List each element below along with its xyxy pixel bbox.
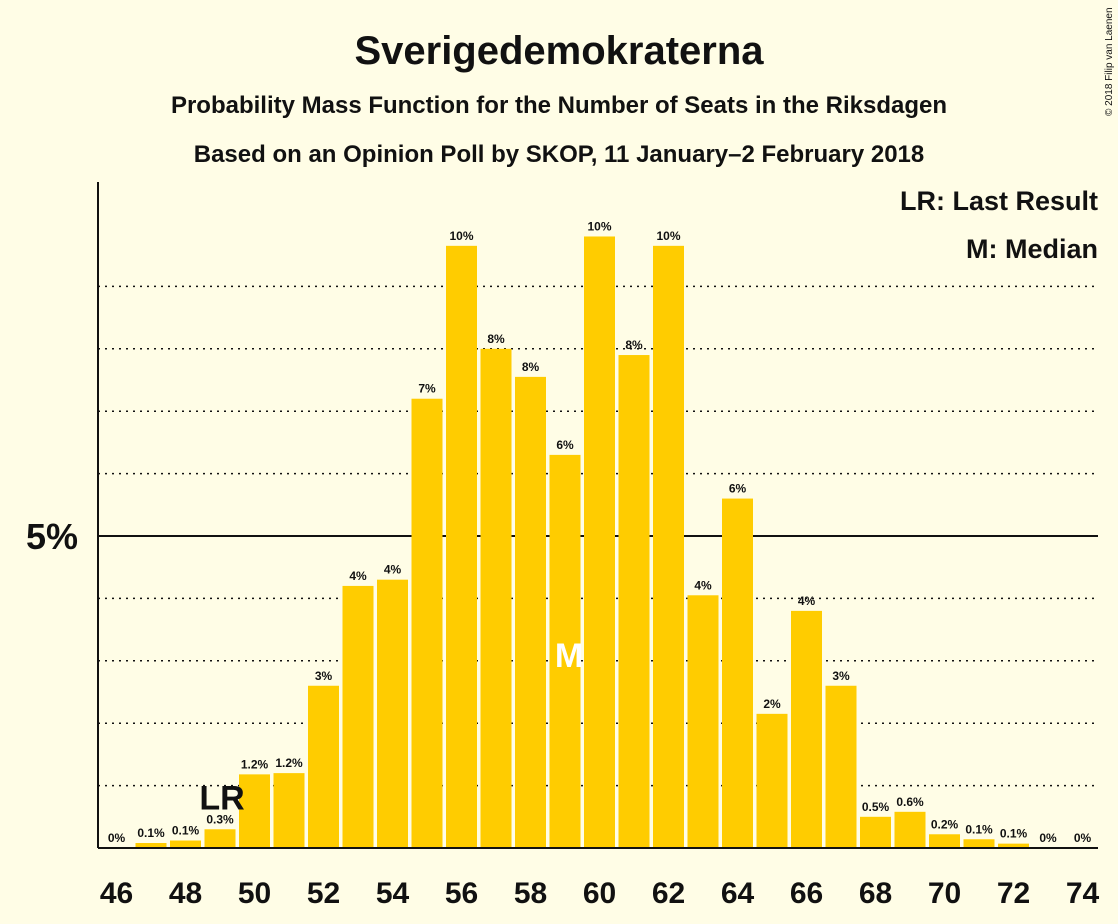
markers: LR M <box>199 637 583 817</box>
bar-57 <box>480 348 512 848</box>
bar-49 <box>204 829 236 848</box>
chart-subtitle-poll: Based on an Opinion Poll by SKOP, 11 Jan… <box>194 141 925 168</box>
bar-label-66: 4% <box>798 594 816 608</box>
bar-55 <box>411 398 443 848</box>
bar-62 <box>653 245 684 849</box>
bar-70 <box>929 834 960 848</box>
bar-label-63: 4% <box>694 578 712 592</box>
bar-52 <box>308 685 339 848</box>
y-tick-label-5pct: 5% <box>26 516 78 557</box>
bar-label-56: 10% <box>449 229 473 243</box>
bar-label-65: 2% <box>763 697 781 711</box>
bar-66 <box>791 610 822 848</box>
bar-67 <box>825 685 857 848</box>
x-tick-labels: 46 48 50 52 54 56 58 60 62 64 66 68 70 72 74 <box>100 877 1100 910</box>
x-tick-54: 54 <box>376 877 410 910</box>
x-tick-48: 48 <box>169 877 202 910</box>
x-tick-62: 62 <box>652 877 685 910</box>
bar-64 <box>722 498 753 848</box>
legend-median: M: Median <box>966 234 1098 264</box>
bar-51 <box>273 773 305 848</box>
bar-59 <box>549 454 581 848</box>
bar-label-72: 0.1% <box>1000 827 1028 841</box>
bar-label-55: 7% <box>418 382 436 396</box>
bar-label-48: 0.1% <box>172 824 200 838</box>
median-marker: M <box>555 637 583 675</box>
bar-labels: 0% 0.1% 0.1% 0.3% 1.2% 1.2% 3% 4% 4% 7% 10% 8% 8% 6% 1… <box>108 219 1092 845</box>
bar-label-52: 3% <box>315 669 333 683</box>
bar-label-70: 0.2% <box>931 817 959 831</box>
bar-65 <box>756 713 788 848</box>
bar-69 <box>894 811 926 848</box>
bar-label-58: 8% <box>522 360 540 374</box>
x-tick-46: 46 <box>100 877 133 910</box>
bars <box>135 236 1029 849</box>
x-tick-50: 50 <box>238 877 271 910</box>
axes <box>97 182 1098 849</box>
x-tick-72: 72 <box>997 877 1030 910</box>
bar-label-61: 8% <box>625 338 643 352</box>
bar-label-47: 0.1% <box>137 826 165 840</box>
bar-63 <box>687 595 719 848</box>
bar-label-54: 4% <box>384 563 402 577</box>
bar-label-57: 8% <box>487 332 505 346</box>
bar-58 <box>515 376 546 848</box>
x-tick-74: 74 <box>1066 877 1100 910</box>
last-result-marker: LR <box>199 779 244 817</box>
bar-label-46: 0% <box>108 831 126 845</box>
bar-72 <box>998 843 1029 848</box>
x-tick-70: 70 <box>928 877 961 910</box>
bar-label-74: 0% <box>1074 831 1092 845</box>
x-tick-52: 52 <box>307 877 340 910</box>
x-tick-68: 68 <box>859 877 892 910</box>
bar-label-60: 10% <box>587 219 611 233</box>
x-tick-58: 58 <box>514 877 547 910</box>
bar-label-67: 3% <box>832 669 850 683</box>
bar-61 <box>618 355 650 848</box>
bar-label-62: 10% <box>656 229 680 243</box>
x-tick-64: 64 <box>721 877 755 910</box>
bar-48 <box>170 840 201 848</box>
bar-label-51: 1.2% <box>275 756 303 770</box>
legend-last-result: LR: Last Result <box>900 186 1098 216</box>
bar-label-71: 0.1% <box>965 822 993 836</box>
bar-label-69: 0.6% <box>896 795 924 809</box>
x-tick-66: 66 <box>790 877 823 910</box>
bar-53 <box>342 585 374 848</box>
chart-title: Sverigedemokraterna <box>354 29 764 73</box>
bar-label-68: 0.5% <box>862 800 890 814</box>
bar-54 <box>377 579 408 848</box>
bar-label-73: 0% <box>1039 831 1057 845</box>
x-tick-56: 56 <box>445 877 478 910</box>
bar-60 <box>584 236 615 849</box>
chart-subtitle: Probability Mass Function for the Number… <box>171 92 947 119</box>
bar-71 <box>963 839 995 848</box>
bar-68 <box>860 816 891 848</box>
bar-label-50: 1.2% <box>241 757 269 771</box>
x-tick-60: 60 <box>583 877 616 910</box>
bar-label-59: 6% <box>556 438 574 452</box>
bar-label-64: 6% <box>729 482 747 496</box>
bar-56 <box>446 245 477 849</box>
bar-label-49: 0.3% <box>206 812 234 826</box>
copyright-text: © 2018 Filip van Laenen <box>1104 7 1115 116</box>
bar-47 <box>135 843 167 848</box>
bar-label-53: 4% <box>349 569 367 583</box>
bar-50 <box>239 774 270 848</box>
